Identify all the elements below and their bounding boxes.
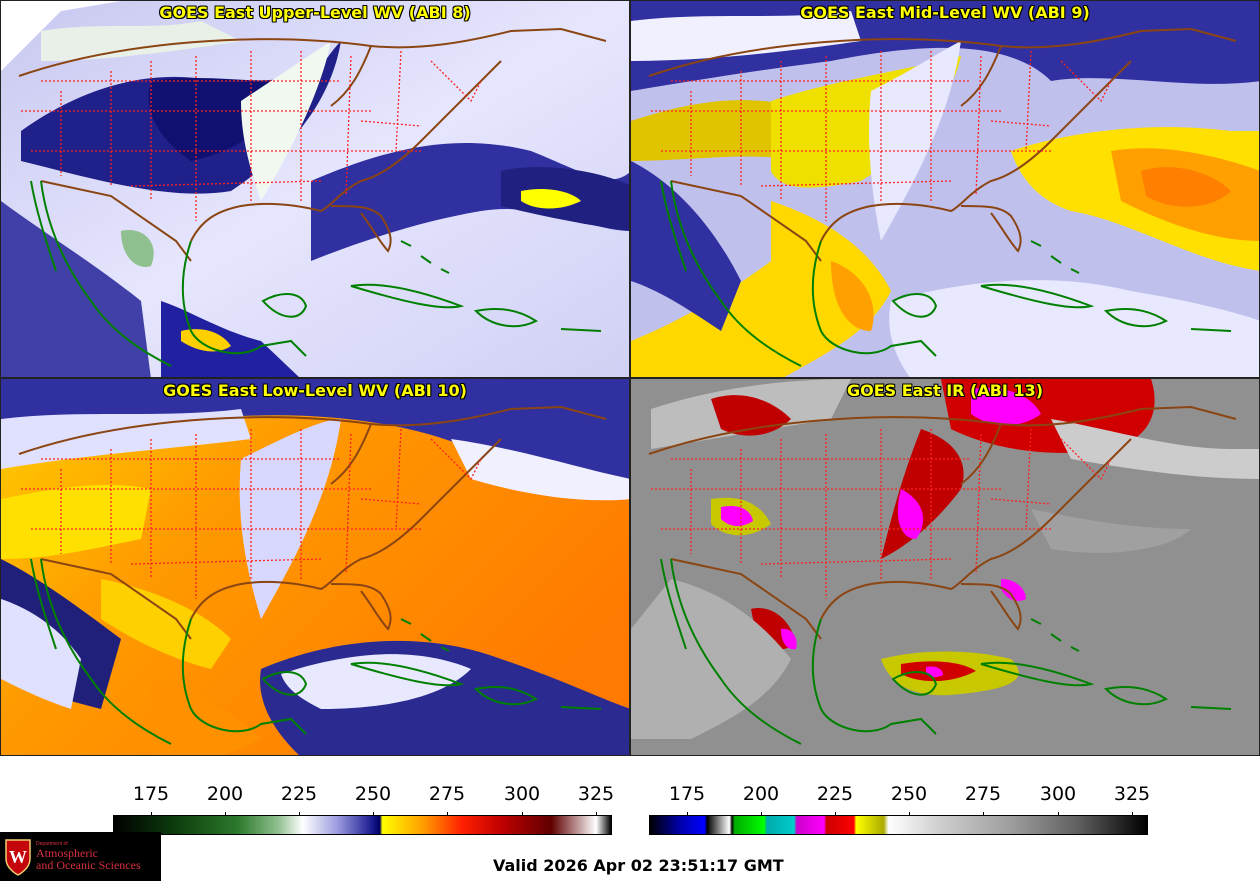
valid-time: Valid 2026 Apr 02 23:51:17 GMT (493, 856, 784, 875)
tick-label: 300 (503, 783, 541, 805)
tick-mark (522, 812, 523, 816)
tick-label: 200 (742, 783, 780, 805)
tick-label: 250 (890, 783, 928, 805)
tick-mark (1058, 812, 1059, 816)
logo-line2: and Oceanic Sciences (36, 858, 141, 872)
tick-label: 175 (668, 783, 706, 805)
tick-label: 300 (1039, 783, 1077, 805)
tick-mark (596, 812, 597, 816)
satellite-image-low-wv (1, 379, 629, 755)
logo-department: Department of (36, 841, 68, 847)
tick-label: 275 (428, 783, 466, 805)
tick-mark (1132, 812, 1133, 816)
tick-label: 200 (206, 783, 244, 805)
panel-upper-level-wv: GOES East Upper-Level WV (ABI 8) (0, 0, 630, 378)
department-logo[interactable]: W Department of Atmospheric and Oceanic … (0, 832, 161, 881)
tick-mark (909, 812, 910, 816)
colorbar-ir (649, 815, 1148, 835)
panel-ir: GOES East IR (ABI 13) (630, 378, 1260, 756)
tick-mark (761, 812, 762, 816)
tick-mark (299, 812, 300, 816)
logo-line1: Atmospheric (36, 846, 98, 860)
tick-mark (835, 812, 836, 816)
tick-label: 225 (816, 783, 854, 805)
satellite-image-upper-wv (1, 1, 629, 377)
tick-mark (151, 812, 152, 816)
satellite-image-mid-wv (631, 1, 1259, 377)
satellite-image-ir (631, 379, 1259, 755)
colorbar-ticks-wv: 175 200 225 250 275 300 325 (113, 783, 615, 823)
tick-label: 325 (1113, 783, 1151, 805)
panel-mid-level-wv: GOES East Mid-Level WV (ABI 9) (630, 0, 1260, 378)
colorbar-wv (113, 815, 612, 835)
tick-label: 250 (354, 783, 392, 805)
tick-label: 275 (964, 783, 1002, 805)
tick-mark (983, 812, 984, 816)
university-shield-icon: W (5, 838, 31, 876)
tick-label: 225 (280, 783, 318, 805)
tick-mark (687, 812, 688, 816)
tick-mark (373, 812, 374, 816)
panel-low-level-wv: GOES East Low-Level WV (ABI 10) (0, 378, 630, 756)
logo-text: Department of Atmospheric and Oceanic Sc… (36, 841, 141, 872)
tick-label: 175 (132, 783, 170, 805)
colorbar-ticks-ir: 175 200 225 250 275 300 325 (649, 783, 1151, 823)
tick-label: 325 (577, 783, 615, 805)
tick-mark (225, 812, 226, 816)
tick-mark (447, 812, 448, 816)
svg-text:W: W (9, 847, 27, 867)
